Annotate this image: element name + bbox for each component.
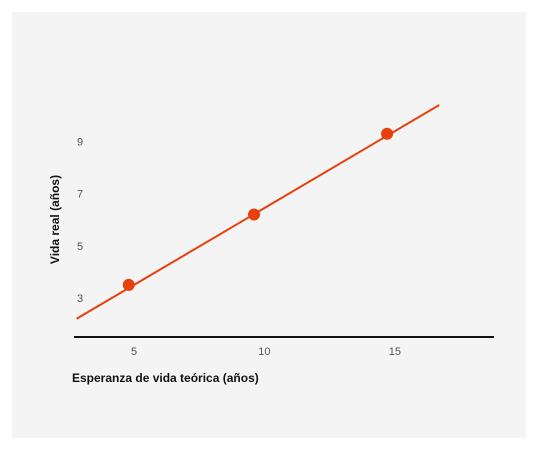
y-axis-title: Vida real (años)	[48, 175, 62, 264]
data-point	[381, 127, 394, 140]
data-point	[248, 208, 260, 221]
x-tick-label: 15	[389, 346, 401, 358]
x-tick-label: 10	[258, 346, 270, 358]
chart: 3 5 7 9 5 10 15 Esperanza de vida teórica (añ…	[48, 104, 494, 385]
y-tick-label: 5	[77, 241, 83, 253]
x-axis-title: Esperanza de vida teórica (años)	[72, 371, 259, 385]
series-layer	[76, 104, 440, 320]
x-axis-ticks: 5 10 15	[131, 346, 401, 358]
chart-panel: 3 5 7 9 5 10 15 Esperanza de vida teórica (añ…	[12, 12, 526, 438]
y-tick-label: 3	[77, 293, 83, 305]
y-tick-label: 9	[77, 137, 83, 149]
data-point	[122, 278, 135, 291]
x-tick-label: 5	[131, 346, 137, 358]
y-tick-label: 7	[77, 189, 83, 201]
y-axis-ticks: 3 5 7 9	[77, 137, 83, 305]
